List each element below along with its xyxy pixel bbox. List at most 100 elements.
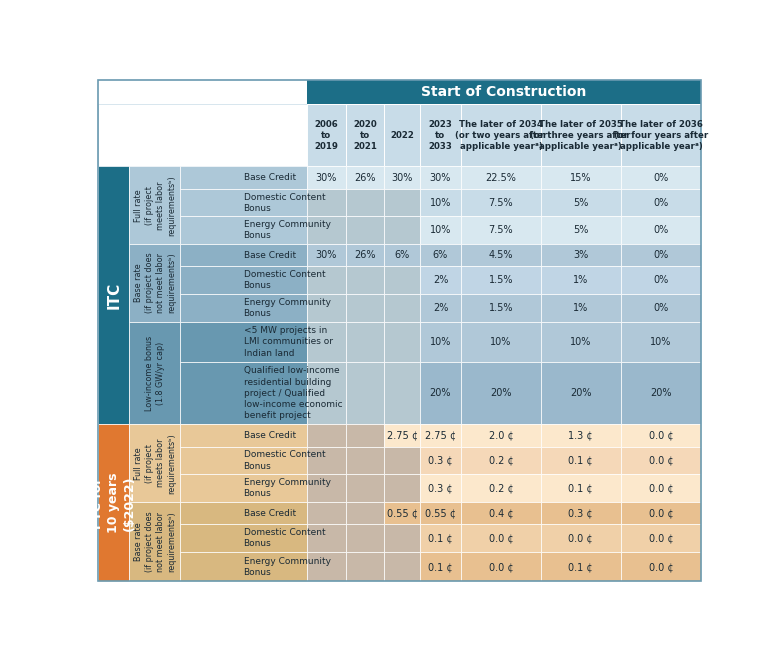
Bar <box>621 216 701 244</box>
Bar <box>541 294 621 322</box>
Text: 0.55 ¢: 0.55 ¢ <box>425 508 456 518</box>
Text: Energy Community
Bonus: Energy Community Bonus <box>243 298 331 318</box>
Bar <box>346 362 385 424</box>
Text: The later of 2034
(or two years after
applicable yearᵃ): The later of 2034 (or two years after ap… <box>455 120 547 151</box>
Bar <box>541 104 621 166</box>
Bar <box>385 552 420 582</box>
Text: 20%: 20% <box>570 388 591 398</box>
Text: 30%: 30% <box>315 172 337 183</box>
Bar <box>98 104 307 166</box>
Text: 4.5%: 4.5% <box>488 250 513 260</box>
Bar <box>621 502 701 525</box>
Text: 0.0 ¢: 0.0 ¢ <box>649 562 673 572</box>
Bar <box>420 447 461 474</box>
Bar <box>461 322 541 362</box>
Bar <box>621 474 701 502</box>
Text: 0.0 ¢: 0.0 ¢ <box>488 533 513 543</box>
Text: Base rate
(if project does
not meet labor
requirementsᵇ): Base rate (if project does not meet labo… <box>133 253 176 313</box>
Bar <box>180 216 307 244</box>
Text: 6%: 6% <box>395 250 410 260</box>
Bar <box>346 525 385 552</box>
Text: Domestic Content
Bonus: Domestic Content Bonus <box>243 451 325 470</box>
Text: 0.0 ¢: 0.0 ¢ <box>488 562 513 572</box>
Bar <box>420 166 461 189</box>
Bar <box>385 322 420 362</box>
Bar <box>129 424 180 502</box>
Bar <box>461 552 541 582</box>
Text: 0%: 0% <box>654 172 668 183</box>
Text: 1%: 1% <box>573 303 588 313</box>
Bar <box>307 447 346 474</box>
Text: The later of 2035
(or three years after
applicable yearᵃ): The later of 2035 (or three years after … <box>530 120 631 151</box>
Bar <box>180 424 307 447</box>
Text: 26%: 26% <box>354 172 376 183</box>
Text: 2.75 ¢: 2.75 ¢ <box>387 430 417 441</box>
Text: 0%: 0% <box>654 303 668 313</box>
Bar <box>420 244 461 267</box>
Bar <box>621 189 701 216</box>
Text: 20%: 20% <box>490 388 512 398</box>
Text: Qualified low-income
residential building
project / Qualified
low-income economi: Qualified low-income residential buildin… <box>243 366 342 420</box>
Bar <box>541 189 621 216</box>
Text: 15%: 15% <box>570 172 591 183</box>
Bar <box>621 104 701 166</box>
Bar <box>129 166 180 244</box>
Text: 0.3 ¢: 0.3 ¢ <box>569 508 593 518</box>
Bar <box>385 502 420 525</box>
Bar <box>461 474 541 502</box>
Bar <box>621 244 701 267</box>
Bar <box>541 474 621 502</box>
Text: 0%: 0% <box>654 250 668 260</box>
Text: 1.5%: 1.5% <box>488 303 513 313</box>
Text: 10%: 10% <box>651 337 672 347</box>
Text: 1.3 ¢: 1.3 ¢ <box>569 430 593 441</box>
Bar <box>385 189 420 216</box>
Bar <box>461 189 541 216</box>
Bar <box>461 294 541 322</box>
Bar <box>385 216 420 244</box>
Bar <box>621 294 701 322</box>
Bar <box>541 502 621 525</box>
Text: 10%: 10% <box>570 337 591 347</box>
Text: Energy Community
Bonus: Energy Community Bonus <box>243 478 331 498</box>
Bar <box>346 447 385 474</box>
Bar <box>541 552 621 582</box>
Bar <box>180 447 307 474</box>
Text: 10%: 10% <box>430 337 451 347</box>
Text: 0.0 ¢: 0.0 ¢ <box>649 455 673 466</box>
Bar <box>385 166 420 189</box>
Text: 5%: 5% <box>573 225 588 235</box>
Text: 0.1 ¢: 0.1 ¢ <box>569 455 593 466</box>
Bar <box>541 216 621 244</box>
Text: The later of 2036
(or four years after
applicable yearᵃ): The later of 2036 (or four years after a… <box>614 120 708 151</box>
Text: 1.5%: 1.5% <box>488 275 513 286</box>
Bar <box>621 447 701 474</box>
Text: 10%: 10% <box>430 198 451 208</box>
Bar <box>98 80 307 104</box>
Bar <box>180 189 307 216</box>
Text: 6%: 6% <box>433 250 448 260</box>
Text: 0.4 ¢: 0.4 ¢ <box>488 508 513 518</box>
Bar <box>461 166 541 189</box>
Bar <box>385 447 420 474</box>
Text: 1%: 1% <box>573 275 588 286</box>
Text: 10%: 10% <box>490 337 512 347</box>
Text: 0%: 0% <box>654 275 668 286</box>
Text: 2022: 2022 <box>390 131 414 140</box>
Text: 0.0 ¢: 0.0 ¢ <box>649 430 673 441</box>
Text: 0.0 ¢: 0.0 ¢ <box>649 483 673 493</box>
Bar <box>420 189 461 216</box>
Bar <box>98 166 129 424</box>
Bar <box>461 525 541 552</box>
Text: 0.0 ¢: 0.0 ¢ <box>569 533 593 543</box>
Text: 2.75 ¢: 2.75 ¢ <box>425 430 456 441</box>
Bar <box>420 362 461 424</box>
Bar <box>307 267 346 294</box>
Bar <box>346 474 385 502</box>
Text: Base rate
(if project does
not meet labor
requirementsᵇ): Base rate (if project does not meet labo… <box>133 512 176 572</box>
Text: 30%: 30% <box>392 172 413 183</box>
Text: 22.5%: 22.5% <box>485 172 516 183</box>
Text: 30%: 30% <box>430 172 451 183</box>
Bar <box>180 294 307 322</box>
Bar <box>307 474 346 502</box>
